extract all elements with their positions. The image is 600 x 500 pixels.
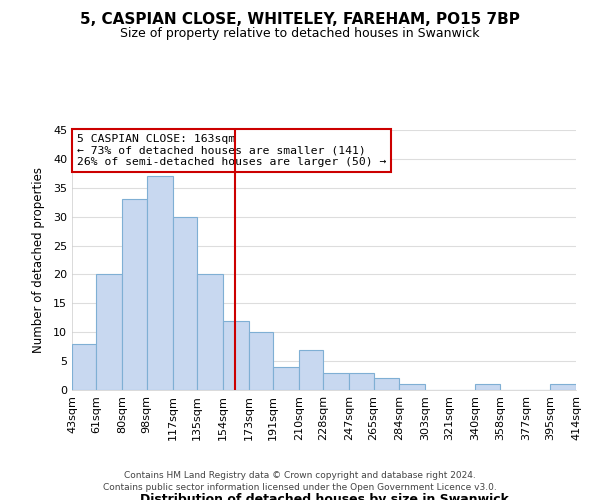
Text: Contains public sector information licensed under the Open Government Licence v3: Contains public sector information licen… xyxy=(103,484,497,492)
Bar xyxy=(197,274,223,390)
Bar xyxy=(349,372,374,390)
Bar xyxy=(475,384,500,390)
Bar xyxy=(122,200,147,390)
Text: 5 CASPIAN CLOSE: 163sqm
← 73% of detached houses are smaller (141)
26% of semi-d: 5 CASPIAN CLOSE: 163sqm ← 73% of detache… xyxy=(77,134,386,167)
Bar xyxy=(248,332,273,390)
Bar xyxy=(223,320,248,390)
Bar xyxy=(299,350,323,390)
Bar xyxy=(323,372,349,390)
Y-axis label: Number of detached properties: Number of detached properties xyxy=(32,167,44,353)
Bar xyxy=(550,384,576,390)
Bar xyxy=(72,344,97,390)
Text: 5, CASPIAN CLOSE, WHITELEY, FAREHAM, PO15 7BP: 5, CASPIAN CLOSE, WHITELEY, FAREHAM, PO1… xyxy=(80,12,520,28)
Text: Contains HM Land Registry data © Crown copyright and database right 2024.: Contains HM Land Registry data © Crown c… xyxy=(124,471,476,480)
Bar xyxy=(97,274,122,390)
Bar xyxy=(400,384,425,390)
Bar xyxy=(173,216,197,390)
Bar xyxy=(374,378,400,390)
Bar xyxy=(147,176,173,390)
Text: Size of property relative to detached houses in Swanwick: Size of property relative to detached ho… xyxy=(120,28,480,40)
Bar xyxy=(273,367,299,390)
X-axis label: Distribution of detached houses by size in Swanwick: Distribution of detached houses by size … xyxy=(140,493,508,500)
